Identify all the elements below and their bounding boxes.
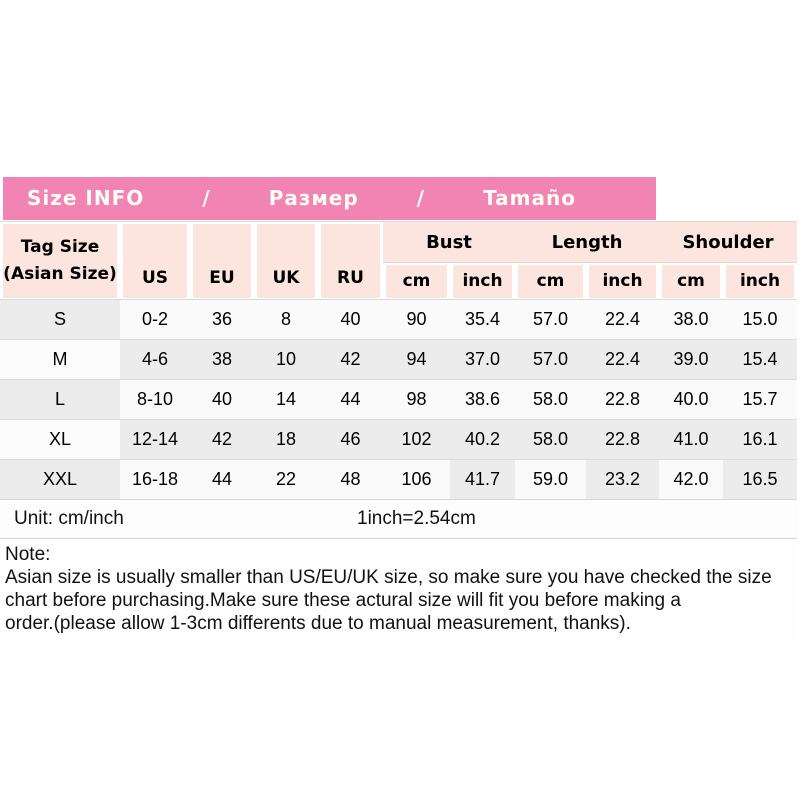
column-group-header-row: Tag Size (Asian Size) US EU UK RU Bust L…	[0, 221, 797, 298]
title-row-blank	[659, 175, 797, 222]
title-separator: /	[416, 186, 426, 210]
table-cell: 90	[383, 299, 450, 340]
table-row: XL 12-14 42 18 46 102 40.2 58.0 22.8 41.0 16.1	[0, 419, 797, 460]
title-separator: /	[202, 186, 211, 210]
table-cell: 44	[190, 459, 254, 499]
col-header-ru: RU	[318, 222, 383, 300]
table-cell: 8	[254, 299, 318, 340]
col-header-eu: EU	[190, 222, 254, 300]
table-row: M 4-6 38 10 42 94 37.0 57.0 22.4 39.0 15.4	[0, 339, 797, 380]
table-cell: 10	[254, 339, 318, 380]
table-cell: 41.0	[659, 419, 723, 460]
table-cell: 35.4	[450, 299, 515, 340]
table-cell: 12-14	[120, 419, 190, 460]
table-cell: 0-2	[120, 299, 190, 340]
col-header-us: US	[120, 222, 190, 300]
size-chart-wrap: Size INFO / Размер / Tamaño Tag Size (As…	[0, 175, 797, 641]
table-cell: M	[0, 339, 120, 380]
table-cell: 58.0	[515, 379, 586, 420]
table-row: S 0-2 36 8 40 90 35.4 57.0 22.4 38.0 15.0	[0, 299, 797, 340]
table-cell: 16.5	[723, 459, 797, 499]
table-cell: 40.2	[450, 419, 515, 460]
table-cell: 4-6	[120, 339, 190, 380]
unit-strip: Unit: cm/inch 1inch=2.54cm	[0, 499, 797, 539]
note-heading: Note:	[5, 544, 51, 565]
table-cell: 15.4	[723, 339, 797, 380]
title-text-es: Tamaño	[483, 186, 576, 210]
group-header-bust: Bust	[383, 221, 515, 263]
table-row: L 8-10 40 14 44 98 38.6 58.0 22.8 40.0 15.7	[0, 379, 797, 420]
subheader-shoulder-cm: cm	[659, 263, 723, 300]
group-header-length: Length	[515, 221, 659, 263]
table-header: Size INFO / Размер / Tamaño Tag Size (As…	[0, 175, 797, 300]
unit-subheader-row: cm inch cm inch cm inch	[0, 262, 797, 300]
table-cell: 42	[190, 419, 254, 460]
group-header-shoulder: Shoulder	[659, 221, 797, 263]
table-cell: XL	[0, 419, 120, 460]
unit-label: Unit: cm/inch	[14, 508, 124, 529]
table-cell: 38	[190, 339, 254, 380]
table-cell: 102	[383, 419, 450, 460]
table-cell: 106	[383, 459, 450, 499]
table-cell: 18	[254, 419, 318, 460]
table-cell: 22.8	[586, 379, 659, 420]
subheader-length-cm: cm	[515, 263, 586, 300]
subheader-bust-inch: inch	[450, 263, 515, 300]
table-cell: 23.2	[586, 459, 659, 499]
table-cell: 37.0	[450, 339, 515, 380]
table-cell: 40	[190, 379, 254, 420]
size-chart-table: Size INFO / Размер / Tamaño Tag Size (As…	[0, 175, 797, 499]
subheader-bust-cm: cm	[383, 263, 450, 300]
table-cell: S	[0, 299, 120, 340]
note-body: Asian size is usually smaller than US/EU…	[5, 567, 772, 634]
table-cell: 42	[318, 339, 383, 380]
table-cell: 36	[190, 299, 254, 340]
title-bar-text: Size INFO / Размер / Tamaño	[3, 177, 656, 219]
table-cell: 15.0	[723, 299, 797, 340]
subheader-shoulder-inch: inch	[723, 263, 797, 300]
table-cell: 38.6	[450, 379, 515, 420]
inch-conversion: 1inch=2.54cm	[357, 508, 476, 529]
table-cell: 22.4	[586, 299, 659, 340]
note-section: Note: Asian size is usually smaller than…	[0, 539, 797, 641]
table-cell: 22.4	[586, 339, 659, 380]
table-cell: 38.0	[659, 299, 723, 340]
title-text-ru: Размер	[268, 186, 359, 210]
table-cell: L	[0, 379, 120, 420]
table-title-bar: Size INFO / Размер / Tamaño	[0, 175, 659, 222]
table-row: XXL 16-18 44 22 48 106 41.7 59.0 23.2 42.0 16.5	[0, 459, 797, 499]
table-body: S 0-2 36 8 40 90 35.4 57.0 22.4 38.0 15.0 M 4-6 38 10 4…	[0, 299, 797, 499]
table-cell: 8-10	[120, 379, 190, 420]
table-cell: 40	[318, 299, 383, 340]
table-cell: 39.0	[659, 339, 723, 380]
table-cell: 44	[318, 379, 383, 420]
table-cell: 94	[383, 339, 450, 380]
tag-size-header: Tag Size (Asian Size)	[0, 222, 120, 300]
table-cell: 98	[383, 379, 450, 420]
title-text-en: Size INFO	[27, 186, 145, 210]
table-cell: 14	[254, 379, 318, 420]
table-cell: XXL	[0, 459, 120, 499]
table-cell: 48	[318, 459, 383, 499]
table-cell: 40.0	[659, 379, 723, 420]
table-cell: 46	[318, 419, 383, 460]
table-cell: 15.7	[723, 379, 797, 420]
table-cell: 16.1	[723, 419, 797, 460]
table-cell: 59.0	[515, 459, 586, 499]
table-cell: 58.0	[515, 419, 586, 460]
subheader-length-inch: inch	[586, 263, 659, 300]
table-cell: 22	[254, 459, 318, 499]
table-cell: 57.0	[515, 339, 586, 380]
table-cell: 42.0	[659, 459, 723, 499]
col-header-uk: UK	[254, 222, 318, 300]
title-row: Size INFO / Размер / Tamaño	[0, 175, 797, 222]
table-cell: 22.8	[586, 419, 659, 460]
table-cell: 16-18	[120, 459, 190, 499]
table-cell: 41.7	[450, 459, 515, 499]
table-cell: 57.0	[515, 299, 586, 340]
